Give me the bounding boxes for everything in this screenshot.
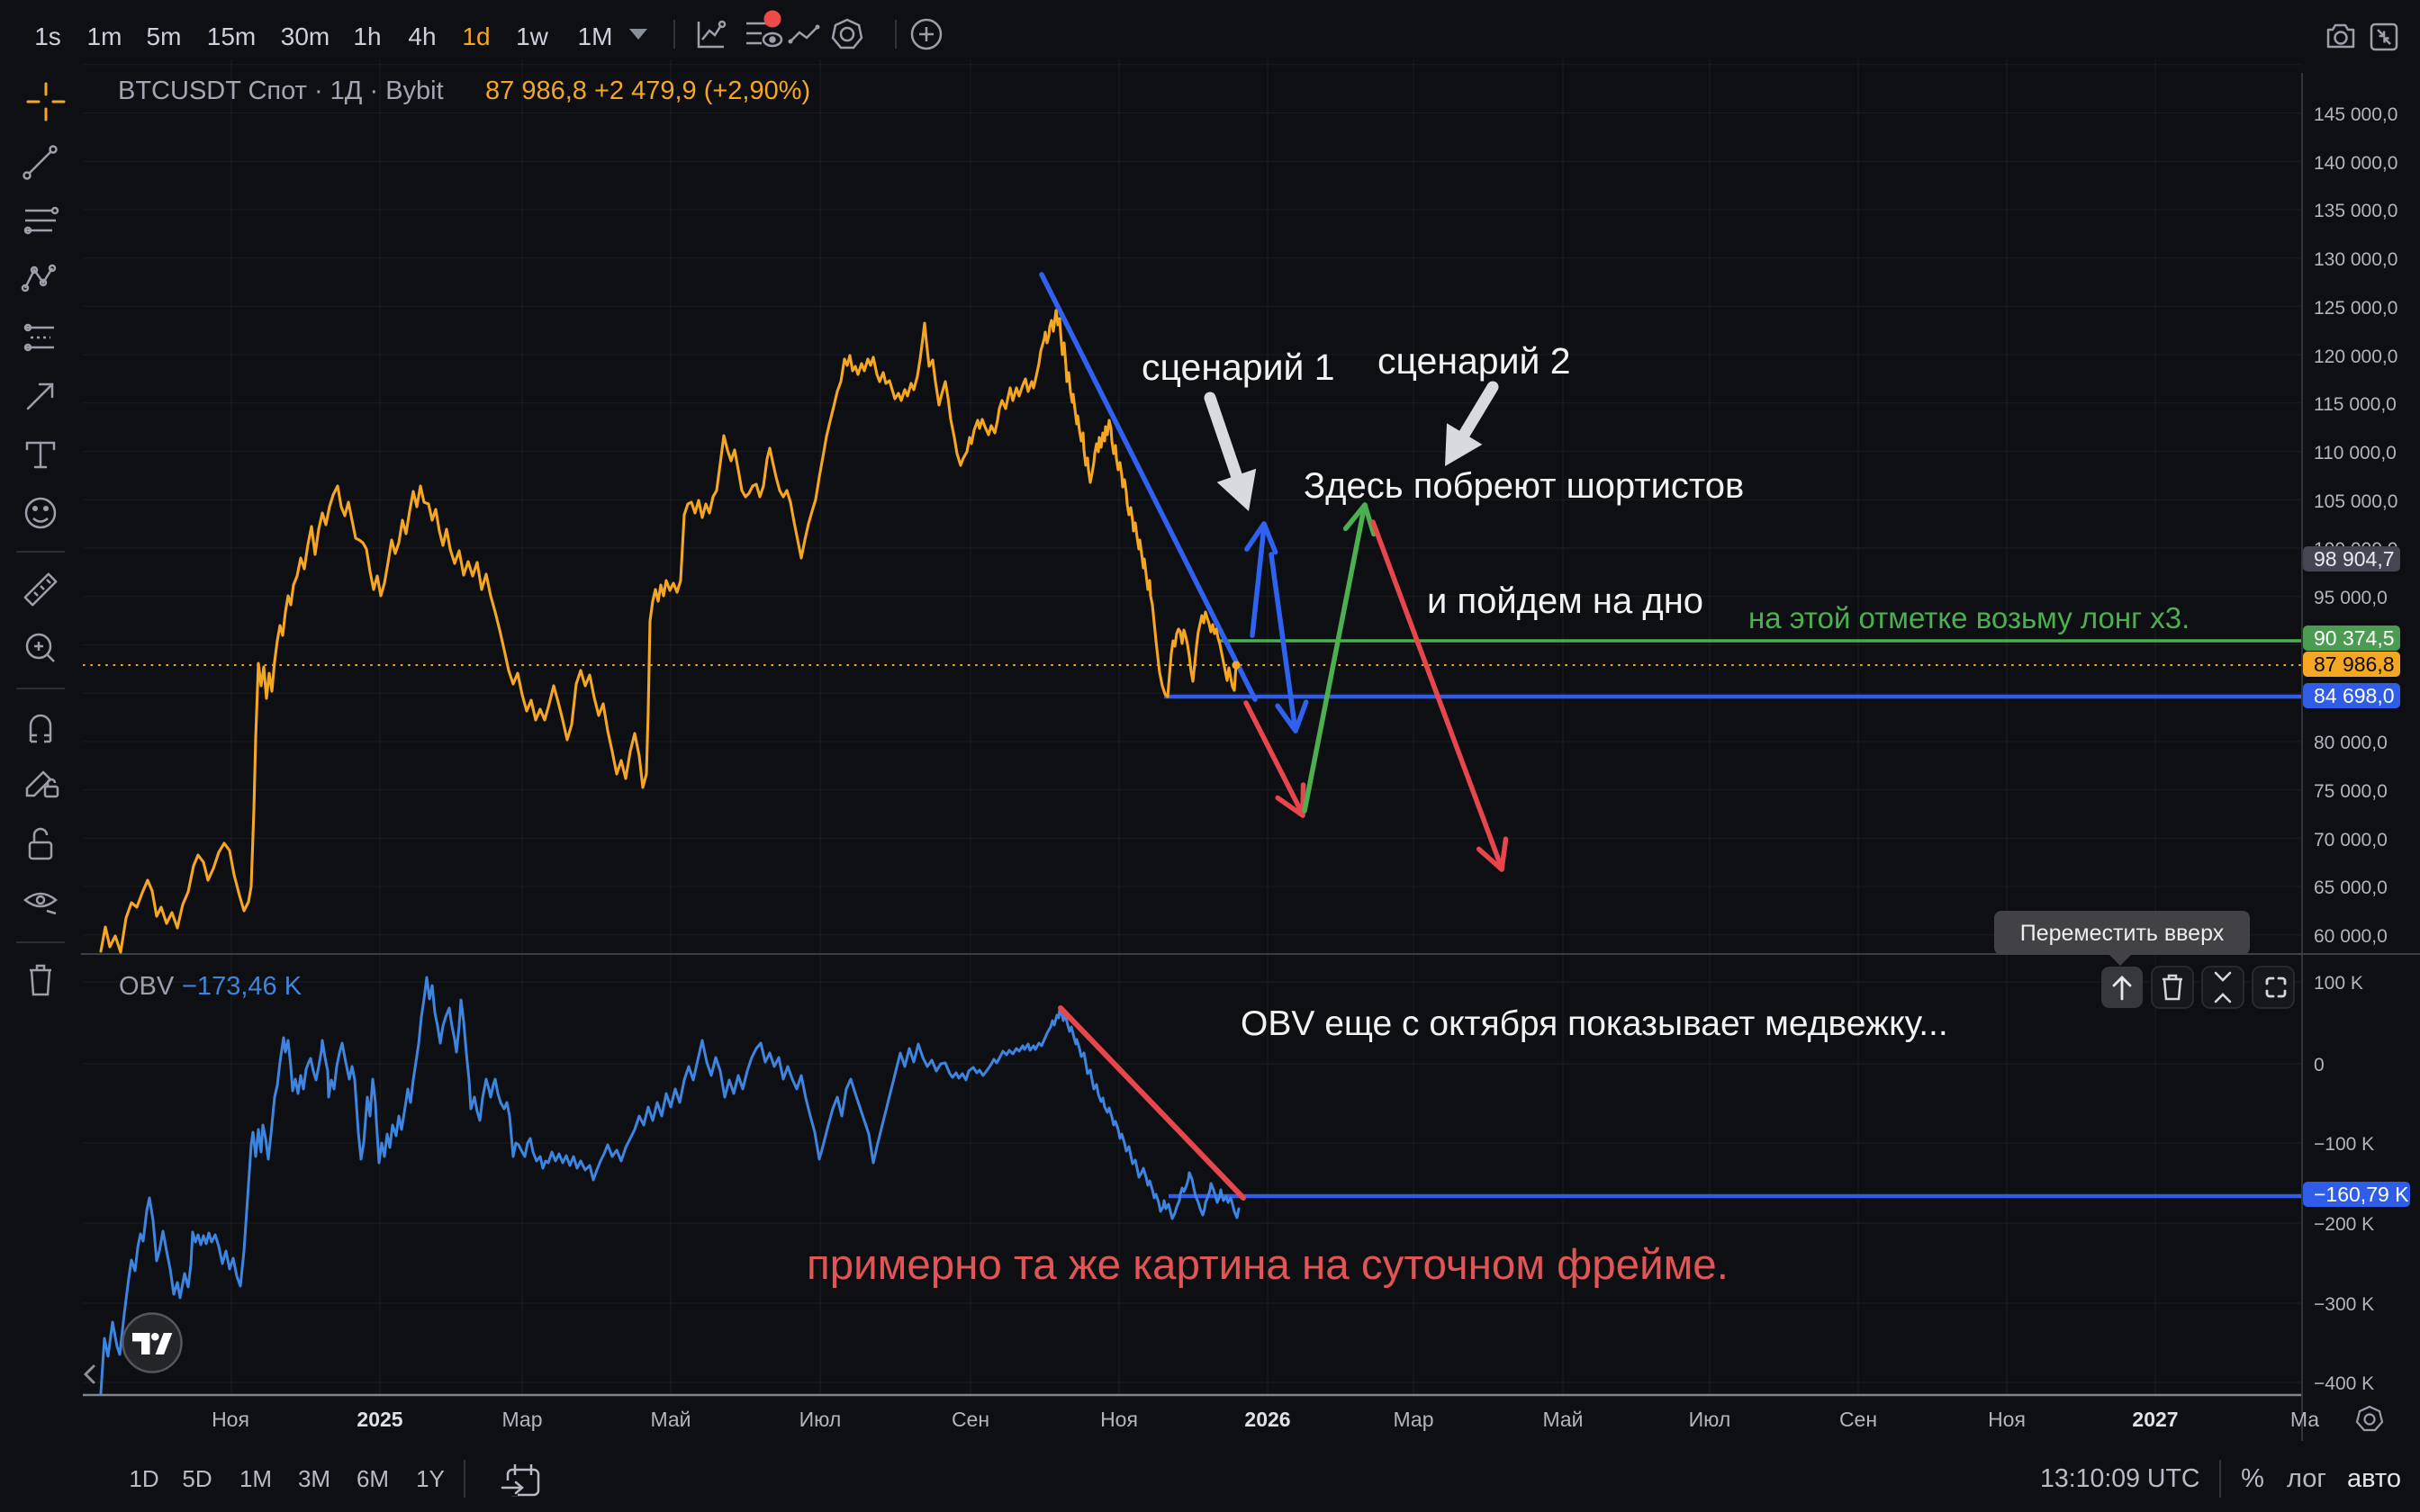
svg-text:100 K: 100 K bbox=[2314, 973, 2363, 994]
svg-text:70 000,0: 70 000,0 bbox=[2314, 830, 2388, 850]
svg-text:сценарий 2: сценарий 2 bbox=[1377, 340, 1571, 382]
svg-text:Мар: Мар bbox=[1393, 1408, 1433, 1431]
svg-text:135 000,0: 135 000,0 bbox=[2314, 201, 2397, 221]
svg-text:и пойдем на дно: и пойдем на дно bbox=[1427, 581, 1703, 621]
svg-text:87 986,8: 87 986,8 bbox=[2314, 652, 2395, 676]
svg-text:125 000,0: 125 000,0 bbox=[2314, 298, 2397, 319]
svg-text:1M: 1M bbox=[239, 1465, 272, 1492]
svg-text:2025: 2025 bbox=[357, 1408, 402, 1431]
svg-text:лог: лог bbox=[2287, 1464, 2326, 1493]
svg-text:1m: 1m bbox=[87, 22, 122, 50]
svg-text:−173,46 K: −173,46 K bbox=[182, 972, 302, 1001]
svg-text:87 986,8 +2 479,9 (+2,90%): 87 986,8 +2 479,9 (+2,90%) bbox=[485, 76, 810, 105]
svg-text:13:10:09 UTC: 13:10:09 UTC bbox=[2040, 1464, 2199, 1493]
svg-text:1Y: 1Y bbox=[416, 1465, 445, 1492]
svg-text:−300 K: −300 K bbox=[2314, 1294, 2374, 1315]
svg-text:2026: 2026 bbox=[1244, 1408, 1290, 1431]
svg-text:Май: Май bbox=[650, 1408, 691, 1431]
svg-text:145 000,0: 145 000,0 bbox=[2314, 104, 2397, 125]
svg-text:OBV еще с октября показывает м: OBV еще с октября показывает медвежку... bbox=[1241, 1004, 1948, 1043]
svg-text:65 000,0: 65 000,0 bbox=[2314, 878, 2388, 898]
svg-text:1s: 1s bbox=[34, 22, 61, 50]
svg-text:Сен: Сен bbox=[1839, 1408, 1877, 1431]
svg-text:авто: авто bbox=[2347, 1464, 2401, 1493]
svg-text:30m: 30m bbox=[281, 22, 330, 50]
svg-text:Май: Май bbox=[1542, 1408, 1583, 1431]
svg-text:1w: 1w bbox=[516, 22, 549, 50]
svg-text:1h: 1h bbox=[353, 22, 381, 50]
svg-text:98 904,7: 98 904,7 bbox=[2314, 547, 2395, 571]
svg-text:80 000,0: 80 000,0 bbox=[2314, 733, 2388, 753]
svg-text:Ноя: Ноя bbox=[1988, 1408, 2026, 1431]
svg-text:Ма: Ма bbox=[2290, 1408, 2319, 1431]
svg-text:Июл: Июл bbox=[1689, 1408, 1731, 1431]
svg-text:110 000,0: 110 000,0 bbox=[2314, 443, 2397, 464]
svg-text:115 000,0: 115 000,0 bbox=[2314, 394, 2397, 415]
svg-text:Ноя: Ноя bbox=[1100, 1408, 1138, 1431]
svg-text:4h: 4h bbox=[408, 22, 436, 50]
svg-text:−100 K: −100 K bbox=[2314, 1134, 2374, 1155]
svg-text:105 000,0: 105 000,0 bbox=[2314, 491, 2397, 512]
svg-text:5D: 5D bbox=[182, 1465, 212, 1492]
svg-text:130 000,0: 130 000,0 bbox=[2314, 249, 2397, 270]
svg-text:Сен: Сен bbox=[952, 1408, 989, 1431]
svg-text:−400 K: −400 K bbox=[2314, 1373, 2374, 1394]
svg-text:75 000,0: 75 000,0 bbox=[2314, 781, 2388, 802]
svg-text:Июл: Июл bbox=[799, 1408, 842, 1431]
svg-text:6M: 6M bbox=[357, 1465, 389, 1492]
svg-text:0: 0 bbox=[2314, 1055, 2325, 1076]
svg-text:120 000,0: 120 000,0 bbox=[2314, 346, 2397, 367]
svg-text:OBV: OBV bbox=[119, 972, 175, 1001]
svg-text:95 000,0: 95 000,0 bbox=[2314, 588, 2388, 608]
svg-text:сценарий 1: сценарий 1 bbox=[1142, 346, 1335, 388]
svg-text:BTCUSDT Спот · 1Д · Bybit: BTCUSDT Спот · 1Д · Bybit bbox=[118, 76, 444, 105]
svg-text:15m: 15m bbox=[207, 22, 256, 50]
svg-text:Мар: Мар bbox=[501, 1408, 542, 1431]
svg-text:2027: 2027 bbox=[2132, 1408, 2178, 1431]
svg-text:на этой отметке возьму лонг х3: на этой отметке возьму лонг х3. bbox=[1748, 601, 2190, 634]
svg-text:−200 K: −200 K bbox=[2314, 1214, 2374, 1235]
svg-text:60 000,0: 60 000,0 bbox=[2314, 926, 2388, 947]
svg-text:84 698,0: 84 698,0 bbox=[2314, 684, 2395, 707]
svg-text:140 000,0: 140 000,0 bbox=[2314, 153, 2397, 174]
svg-text:5m: 5m bbox=[147, 22, 182, 50]
svg-text:1d: 1d bbox=[462, 22, 490, 50]
svg-text:Переместить вверх: Переместить вверх bbox=[2020, 921, 2225, 946]
svg-text:Здесь побреют шортистов: Здесь побреют шортистов bbox=[1304, 466, 1744, 506]
svg-text:1M: 1M bbox=[578, 22, 613, 50]
svg-text:примерно та же картина на суто: примерно та же картина на суточном фрейм… bbox=[807, 1241, 1729, 1289]
svg-text:−160,79 K: −160,79 K bbox=[2314, 1183, 2409, 1206]
svg-text:90 374,5: 90 374,5 bbox=[2314, 626, 2395, 650]
svg-text:Ноя: Ноя bbox=[212, 1408, 249, 1431]
svg-text:3M: 3M bbox=[298, 1465, 330, 1492]
svg-text:1D: 1D bbox=[129, 1465, 158, 1492]
svg-text:%: % bbox=[2241, 1464, 2264, 1493]
